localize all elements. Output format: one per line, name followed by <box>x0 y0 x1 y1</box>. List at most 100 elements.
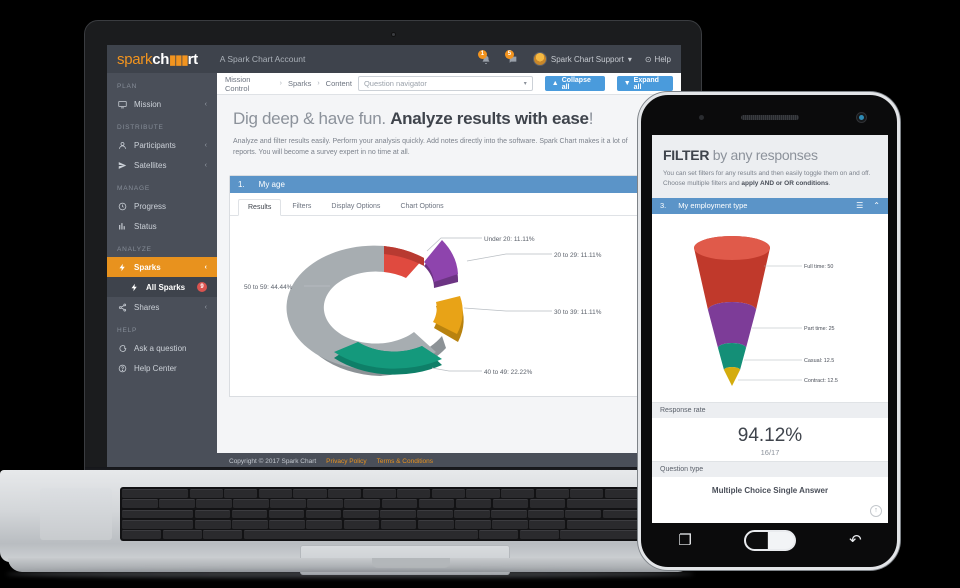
privacy-policy-link[interactable]: Privacy Policy <box>326 457 367 465</box>
cone-segment-part-time <box>708 301 756 348</box>
sidebar-item-label: Help Center <box>134 363 177 373</box>
sidebar-item-label: Status <box>134 221 157 231</box>
clock-icon <box>117 201 127 211</box>
tab-results[interactable]: Results <box>238 198 282 216</box>
content-scroll-area: Dig deep & have fun. Analyze results wit… <box>217 95 681 453</box>
chevron-down-icon: ▾ <box>627 54 632 64</box>
menu-icon[interactable]: ☰ <box>856 201 864 210</box>
sidebar-item-all-sparks[interactable]: All Sparks 9 <box>107 277 217 297</box>
sidebar-item-shares[interactable]: Shares ‹ <box>107 297 217 317</box>
chevron-down-icon: ▾ <box>523 81 527 87</box>
hero-body: Analyze and filter results easily. Perfo… <box>233 138 628 156</box>
tab-display-options[interactable]: Display Options <box>331 202 381 210</box>
collapse-all-button[interactable]: ▲ Collapse all <box>544 76 605 91</box>
question-icon <box>117 363 127 373</box>
keyboard-row <box>122 530 638 539</box>
help-link[interactable]: ⊙ Help <box>645 55 671 64</box>
chevron-left-icon: ‹ <box>204 303 207 311</box>
employment-cone-svg: Full time: 50 Part time: 25 Casual: 12.5… <box>694 235 838 386</box>
phone-device: FILTER by any responses You can set filt… <box>638 92 900 570</box>
chevron-left-icon: ‹ <box>204 263 207 271</box>
chevron-up-icon[interactable]: ⌃ <box>873 201 880 210</box>
breadcrumb-item[interactable]: Content <box>325 79 352 88</box>
phone-question-number: 3. <box>660 201 667 210</box>
chevron-left-icon: ‹ <box>204 141 207 149</box>
cone-segment-contract <box>724 366 740 386</box>
sidebar-item-sparks[interactable]: Sparks ‹ <box>107 257 217 277</box>
app-body: PLAN Mission ‹ DISTRIBUTE <box>107 73 681 469</box>
sidebar-item-label: Ask a question <box>134 343 187 353</box>
sidebar-group-distribute: DISTRIBUTE <box>117 124 164 131</box>
cone-label-contract: Contract: 12.5 <box>804 378 838 384</box>
page-title: Dig deep & have fun. Analyze results wit… <box>233 109 665 129</box>
sidebar-item-ask-a-question[interactable]: Ask a question <box>107 338 217 358</box>
chart-label-50-59: 50 to 59: 44.44% <box>244 284 293 291</box>
phone-hero-body: You can set filters for any results and … <box>663 169 877 189</box>
caret-down-icon: ▼ <box>623 80 631 87</box>
phone-question-header[interactable]: 3. My employment type ☰ ⌃ <box>652 197 888 214</box>
laptop-base-left-panel <box>40 488 112 540</box>
proximity-sensor-icon <box>699 115 704 120</box>
question-navigator-value: Question navigator <box>363 79 427 88</box>
phone-hero-section: FILTER by any responses You can set filt… <box>652 135 888 198</box>
laptop-base-lip <box>8 558 692 572</box>
sidebar-item-status[interactable]: Status <box>107 216 217 236</box>
phone-question-title: My employment type <box>678 201 748 210</box>
employment-cone-chart: Full time: 50 Part time: 25 Casual: 12.5… <box>652 213 888 402</box>
expand-all-button[interactable]: ▼ Expand all <box>616 76 674 91</box>
terms-conditions-link[interactable]: Terms & Conditions <box>376 457 433 465</box>
bolt-icon <box>129 282 139 292</box>
sidebar-item-mission[interactable]: Mission ‹ <box>107 94 217 114</box>
phone-hero-body-1: You can set filters for any results and … <box>663 170 871 187</box>
scroll-to-top-button[interactable]: ↑ <box>870 505 882 517</box>
phone-question-actions: ☰ ⌃ <box>856 201 880 210</box>
sidebar-group-manage: MANAGE <box>117 185 150 192</box>
breadcrumb-item[interactable]: Mission Control <box>225 74 251 93</box>
sidebar-item-label: Shares <box>134 302 160 312</box>
phone-page-title: FILTER by any responses <box>663 147 877 163</box>
tab-chart-options[interactable]: Chart Options <box>400 202 444 210</box>
breadcrumb-item[interactable]: Sparks <box>287 79 312 88</box>
account-name: A Spark Chart Account <box>219 54 306 64</box>
laptop-keyboard[interactable] <box>120 487 640 541</box>
share-icon <box>117 302 127 312</box>
webcam-icon <box>390 32 396 37</box>
recents-icon[interactable]: ❐ <box>678 532 692 549</box>
phone-screen: FILTER by any responses You can set filt… <box>652 135 888 523</box>
alerts-icon[interactable]: 1 <box>477 50 493 66</box>
sidebar-item-help-center[interactable]: Help Center <box>107 358 217 378</box>
question-panel-header[interactable]: 1. My age <box>230 175 668 193</box>
sidebar-item-satellites[interactable]: Satellites ‹ <box>107 155 217 175</box>
help-label: Help <box>654 54 671 64</box>
sidebar-item-progress[interactable]: Progress <box>107 196 217 216</box>
back-icon[interactable]: ↶ <box>849 532 862 549</box>
topbar-right: 1 5 Spark Chart Support ▾ <box>477 50 671 66</box>
question-type-section-label: Question type <box>652 460 888 477</box>
sidebar-item-label: All Sparks <box>146 282 186 292</box>
chart-label-under-20: Under 20: 11.11% <box>484 236 535 243</box>
chevron-left-icon: ‹ <box>204 161 207 169</box>
copyright-text: Copyright © 2017 Spark Chart <box>229 457 317 465</box>
bolt-icon <box>117 262 127 272</box>
home-button[interactable] <box>744 529 797 551</box>
messages-icon[interactable]: 5 <box>504 50 520 66</box>
question-icon: ⊙ <box>644 54 652 64</box>
sidebar-item-label: Satellites <box>134 160 167 170</box>
question-navigator-select[interactable]: Question navigator ▾ <box>357 76 533 91</box>
response-rate-value-block: 94.12% 16/17 <box>652 418 888 461</box>
cone-top-cap <box>694 235 770 260</box>
sidebar-item-participants[interactable]: Participants ‹ <box>107 135 217 155</box>
laptop-lid: sparkch▮▮▮rt A Spark Chart Account 1 5 <box>84 20 703 480</box>
user-menu[interactable]: Spark Chart Support ▾ <box>532 52 632 66</box>
keyboard-row <box>122 499 639 509</box>
tab-filters[interactable]: Filters <box>292 202 312 210</box>
phone-navigation-bar: ❐ ↶ <box>652 521 888 559</box>
send-icon <box>117 160 127 170</box>
phone-hero-body-2: . <box>828 179 831 187</box>
logo[interactable]: sparkch▮▮▮rt <box>117 51 198 68</box>
cone-label-part-time: Part time: 25 <box>804 326 835 332</box>
chart-label-30-39: 30 to 39: 11.11% <box>554 309 602 316</box>
question-tabs: Results Filters Display Options Chart Op… <box>230 193 668 216</box>
phone-title-light: by any responses <box>709 147 818 163</box>
cone-label-full-time: Full time: 50 <box>804 264 833 270</box>
